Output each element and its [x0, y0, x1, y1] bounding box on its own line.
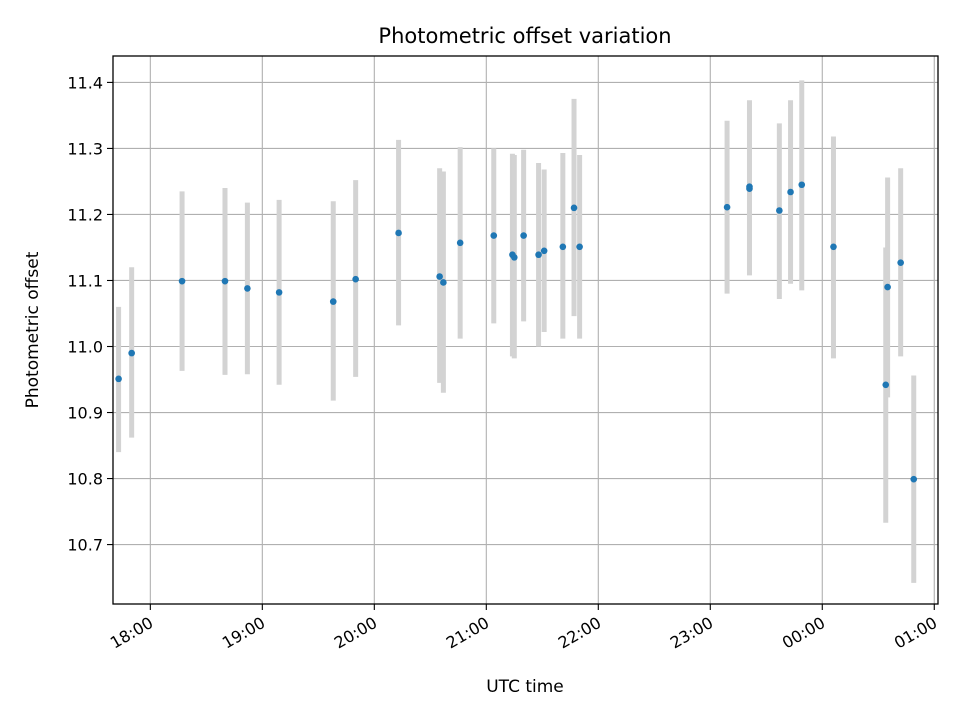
y-tick-label: 11.0	[67, 338, 103, 357]
data-point	[746, 185, 753, 193]
data-point	[910, 475, 918, 483]
data-point	[570, 204, 578, 212]
data-point	[456, 239, 464, 247]
data-point	[511, 254, 518, 261]
data-point	[897, 259, 904, 266]
data-point	[352, 275, 359, 283]
data-point	[776, 207, 783, 214]
data-point	[559, 243, 567, 251]
data-point	[244, 285, 251, 292]
data-point	[128, 349, 135, 357]
data-point	[576, 243, 583, 251]
data-point	[436, 273, 443, 280]
data-point	[882, 381, 890, 389]
data-point	[221, 277, 229, 285]
y-tick-label: 10.7	[67, 536, 103, 555]
plot-frame	[112, 55, 939, 605]
data-point	[787, 188, 794, 196]
chart-title: Photometric offset variation	[378, 24, 671, 48]
data-point	[115, 375, 122, 383]
data-point	[178, 277, 186, 285]
y-axis-ticks: 10.7 10.8 10.9 11.0 11.1 11.2 11.3 11.4	[67, 73, 113, 555]
y-axis-label: Photometric offset	[23, 251, 43, 408]
data-point	[535, 251, 542, 259]
y-tick-label: 11.4	[67, 73, 103, 92]
y-tick-label: 11.3	[67, 139, 103, 158]
data-points	[115, 181, 918, 483]
y-tick-label: 10.8	[67, 470, 103, 489]
y-tick-label: 10.9	[67, 404, 103, 423]
data-point	[329, 298, 337, 305]
data-point	[520, 232, 527, 239]
data-point	[723, 203, 731, 211]
data-point	[830, 243, 837, 251]
data-point	[395, 229, 402, 237]
data-point	[798, 181, 806, 189]
data-point	[884, 283, 891, 291]
y-tick-label: 11.2	[67, 205, 103, 224]
x-axis-label: UTC time	[486, 677, 564, 697]
data-point	[490, 232, 498, 239]
data-point	[440, 279, 447, 286]
data-point	[540, 247, 548, 255]
y-tick-label: 11.1	[67, 271, 103, 290]
data-point	[275, 289, 283, 296]
